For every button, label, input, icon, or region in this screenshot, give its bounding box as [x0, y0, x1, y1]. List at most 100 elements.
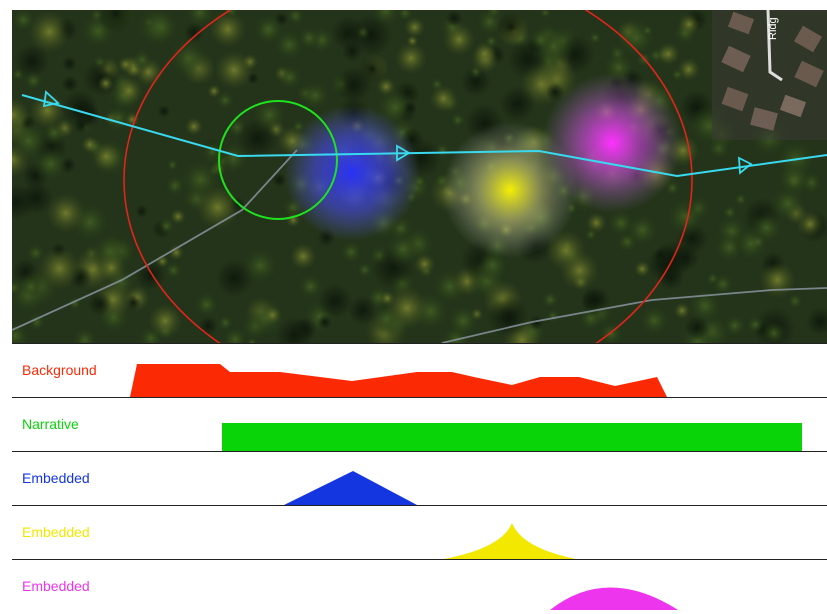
tree-canopy — [654, 248, 668, 262]
magenta-dome — [550, 587, 678, 610]
tree-canopy — [140, 10, 181, 48]
tree-canopy — [216, 314, 235, 332]
tree-canopy — [748, 209, 785, 246]
tree-canopy — [806, 307, 827, 336]
tree-canopy — [686, 287, 724, 325]
tree-canopy — [251, 12, 286, 47]
tree-canopy — [774, 159, 814, 199]
green-circle — [218, 100, 338, 220]
tree-canopy — [413, 253, 436, 275]
tree-canopy — [385, 286, 429, 330]
tree-canopy — [442, 23, 476, 56]
tree-canopy — [429, 84, 458, 113]
tree-canopy — [759, 261, 796, 299]
tree-canopy — [475, 10, 504, 37]
background-track-shape — [130, 364, 667, 397]
tree-canopy — [193, 290, 220, 318]
tree-canopy — [37, 246, 81, 291]
tree-canopy — [12, 97, 30, 133]
tree-canopy — [296, 25, 322, 51]
tree-canopy — [403, 100, 418, 115]
grey-footpaths — [12, 149, 827, 343]
tree-canopy — [214, 50, 254, 90]
tree-canopy — [184, 117, 203, 136]
background-area — [130, 364, 667, 397]
track-narrative: Narrative — [12, 397, 827, 451]
tree-canopy — [61, 75, 79, 93]
tree-canopy — [761, 320, 787, 343]
tree-canopy — [12, 319, 31, 343]
tree-canopy — [97, 75, 114, 92]
embedded-yellow-shape — [444, 523, 576, 559]
tree-canopy — [263, 305, 282, 325]
narrative-track-shape — [222, 423, 802, 451]
track-label: Embedded — [22, 578, 90, 594]
tree-canopy — [168, 244, 184, 261]
blue-blob — [284, 105, 420, 241]
tree-canopy — [96, 252, 127, 283]
tree-canopy — [12, 67, 25, 82]
forest-texture — [12, 10, 827, 343]
tree-canopy — [733, 191, 749, 207]
tree-canopy — [394, 42, 428, 75]
tree-canopy — [20, 275, 42, 298]
tree-canopy — [634, 260, 651, 278]
track-label: Embedded — [22, 524, 90, 540]
tree-canopy — [384, 230, 422, 268]
tree-canopy — [499, 86, 536, 123]
tree-canopy — [705, 271, 721, 286]
red-circle — [123, 10, 693, 343]
houses-area — [712, 10, 827, 140]
magenta-blob — [542, 73, 682, 213]
tree-canopy — [496, 12, 525, 41]
tree-canopy — [449, 111, 467, 129]
tree-canopy — [87, 291, 112, 316]
tree-canopy — [250, 95, 289, 135]
tree-canopy — [245, 336, 259, 343]
tree-canopy — [165, 158, 180, 172]
aerial-map[interactable] — [12, 10, 827, 343]
tree-canopy — [71, 326, 99, 343]
tree-canopy — [664, 195, 706, 238]
tree-canopy — [14, 44, 50, 79]
track-label: Narrative — [22, 416, 79, 432]
tree-canopy — [163, 260, 184, 281]
blue-triangle — [284, 471, 417, 505]
tree-canopy — [376, 77, 396, 97]
tree-canopy — [61, 89, 99, 127]
embedded-blue-shape — [284, 471, 417, 505]
tree-canopy — [289, 243, 317, 270]
tree-canopy — [209, 10, 247, 48]
tree-canopy — [23, 70, 44, 92]
tree-canopy — [539, 10, 552, 19]
path-arrow-icon — [42, 90, 60, 108]
tree-canopy — [677, 13, 701, 36]
tree-canopy — [317, 283, 353, 319]
tree-canopy — [656, 42, 680, 66]
tree-canopy — [358, 55, 386, 83]
path-arrow-icon — [396, 144, 411, 162]
tree-canopy — [28, 10, 71, 54]
tree-canopy — [156, 215, 177, 237]
track-background: Background — [12, 343, 827, 397]
tree-canopy — [483, 33, 499, 49]
tree-canopy — [117, 56, 134, 73]
tree-canopy — [445, 303, 482, 339]
tree-canopy — [356, 261, 374, 279]
tree-canopy — [167, 36, 211, 81]
tree-canopy — [624, 212, 660, 248]
tree-canopy — [347, 295, 378, 325]
track-label: Background — [22, 362, 97, 378]
embedded-magenta-shape — [550, 587, 678, 610]
tree-canopy — [285, 10, 306, 27]
tree-canopy — [584, 227, 599, 242]
yellow-cusp — [444, 523, 576, 559]
tree-canopy — [135, 204, 149, 218]
tree-canopy — [46, 193, 86, 234]
path-arrow-icon — [737, 156, 753, 175]
tree-canopy — [12, 184, 35, 221]
aerial-map-svg — [12, 10, 827, 343]
tree-canopy — [338, 239, 364, 265]
tree-canopy — [292, 316, 317, 341]
tree-canopy — [641, 24, 654, 37]
